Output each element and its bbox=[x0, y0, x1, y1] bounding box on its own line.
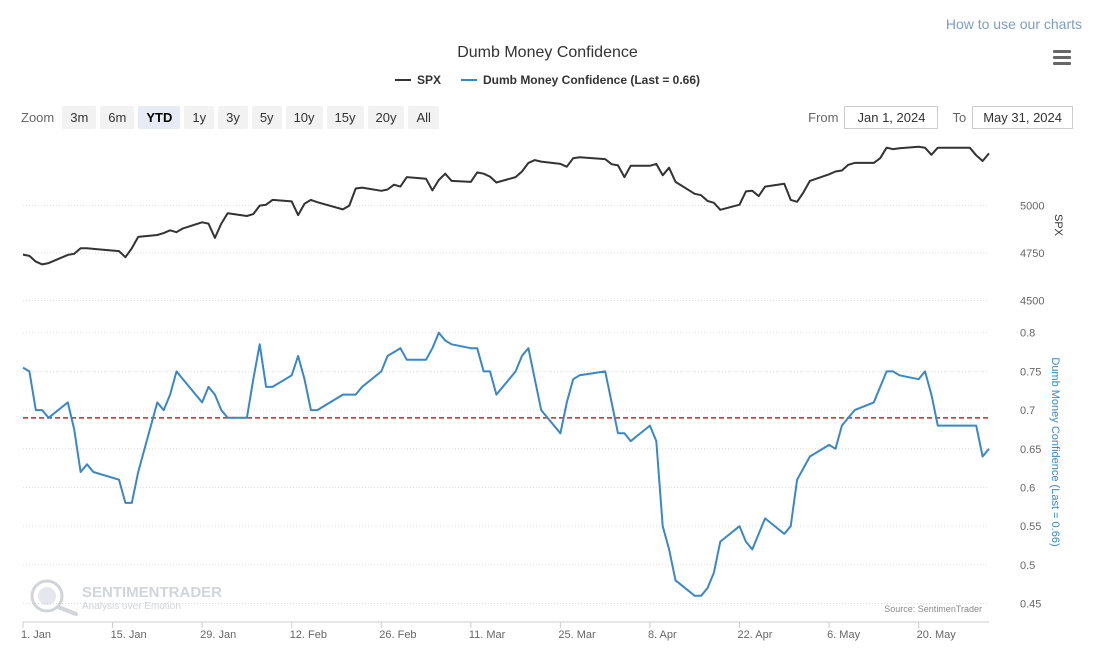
dmc-tick-label: 0.5 bbox=[1020, 560, 1035, 572]
x-tick-label: 22. Apr bbox=[738, 629, 773, 641]
to-label: To bbox=[952, 110, 967, 125]
zoom-button-3y[interactable]: 3y bbox=[218, 106, 248, 129]
x-tick-label: 8. Apr bbox=[648, 629, 677, 641]
watermark-brand: SENTIMENTRADER bbox=[82, 584, 222, 601]
axis-layer: 4500 4750 5000 0.45 0.5 0.55 0.6 0.65 0.7 0.75 0.8… bbox=[21, 201, 1044, 641]
zoom-button-all[interactable]: All bbox=[408, 106, 439, 129]
zoom-button-3m[interactable]: 3m bbox=[62, 106, 97, 129]
spx-axis-title: SPX bbox=[1052, 214, 1064, 237]
x-tick-label: 25. Mar bbox=[558, 629, 596, 641]
dmc-tick-label: 0.55 bbox=[1020, 521, 1041, 533]
series-layer bbox=[22, 145, 990, 597]
x-tick-label: 12. Feb bbox=[290, 629, 327, 641]
from-date-input[interactable]: Jan 1, 2024 bbox=[844, 106, 939, 129]
hamburger-menu-icon[interactable] bbox=[1053, 50, 1071, 66]
legend-swatch-spx bbox=[394, 79, 411, 81]
zoom-button-15y[interactable]: 15y bbox=[326, 106, 364, 129]
grid-layer bbox=[23, 205, 989, 605]
dmc-tick-label: 0.65 bbox=[1020, 444, 1041, 456]
zoom-button-20y[interactable]: 20y bbox=[367, 106, 405, 129]
zoom-label: Zoom bbox=[21, 110, 55, 125]
spx-series-line bbox=[22, 145, 990, 266]
chart-legend: SPX Dumb Money Confidence (Last = 0.66) bbox=[0, 73, 1095, 87]
menu-bar bbox=[1053, 56, 1071, 59]
zoom-button-1y[interactable]: 1y bbox=[184, 106, 215, 129]
chart-title: Dumb Money Confidence bbox=[457, 44, 638, 61]
zoom-button-5y[interactable]: 5y bbox=[251, 106, 282, 129]
spx-tick-label: 5000 bbox=[1020, 201, 1044, 213]
dmc-tick-label: 0.75 bbox=[1020, 366, 1041, 378]
dmc-tick-label: 0.7 bbox=[1020, 405, 1035, 417]
menu-bar bbox=[1053, 62, 1071, 65]
to-date-input[interactable]: May 31, 2024 bbox=[972, 106, 1073, 129]
x-tick-label: 29. Jan bbox=[200, 629, 236, 641]
legend-item-dmc[interactable]: Dumb Money Confidence (Last = 0.66) bbox=[460, 73, 701, 87]
legend-label-dmc: Dumb Money Confidence (Last = 0.66) bbox=[482, 73, 701, 87]
x-tick-label: 26. Feb bbox=[379, 629, 416, 641]
dmc-tick-label: 0.8 bbox=[1020, 328, 1035, 340]
x-tick-label: 6. May bbox=[827, 629, 861, 641]
legend-item-spx[interactable]: SPX bbox=[394, 73, 441, 87]
watermark-tagline: Analysis over Emotion bbox=[82, 601, 181, 612]
spx-tick-label: 4500 bbox=[1020, 295, 1044, 307]
watermark: SENTIMENTRADER Analysis over Emotion bbox=[30, 579, 222, 616]
dmc-tick-label: 0.6 bbox=[1020, 482, 1035, 494]
magnifier-logo-icon bbox=[30, 579, 78, 616]
x-tick-label: 15. Jan bbox=[111, 629, 147, 641]
date-range-selector: From Jan 1, 2024 To May 31, 2024 bbox=[808, 106, 1073, 129]
dmc-series-line bbox=[22, 331, 990, 597]
dmc-tick-label: 0.45 bbox=[1020, 599, 1041, 611]
dmc-axis-title: Dumb Money Confidence (Last = 0.66) bbox=[1049, 357, 1061, 546]
zoom-button-10y[interactable]: 10y bbox=[285, 106, 323, 129]
legend-swatch-dmc bbox=[460, 79, 477, 81]
from-label: From bbox=[808, 110, 839, 125]
x-tick-label: 11. Mar bbox=[469, 629, 506, 641]
legend-label-spx: SPX bbox=[416, 73, 441, 87]
how-to-use-charts-link[interactable]: How to use our charts bbox=[945, 16, 1082, 32]
spx-tick-label: 4750 bbox=[1020, 248, 1044, 260]
zoom-button-ytd[interactable]: YTD bbox=[138, 106, 181, 129]
x-tick-label: 20. May bbox=[917, 629, 957, 641]
zoom-button-6m[interactable]: 6m bbox=[100, 106, 135, 129]
menu-bar bbox=[1053, 50, 1071, 53]
source-label: Source: SentimenTrader bbox=[884, 604, 982, 614]
x-tick-label: 1. Jan bbox=[21, 629, 51, 641]
zoom-bar: Zoom 3m 6m YTD 1y 3y 5y 10y 15y 20y All bbox=[21, 106, 439, 129]
